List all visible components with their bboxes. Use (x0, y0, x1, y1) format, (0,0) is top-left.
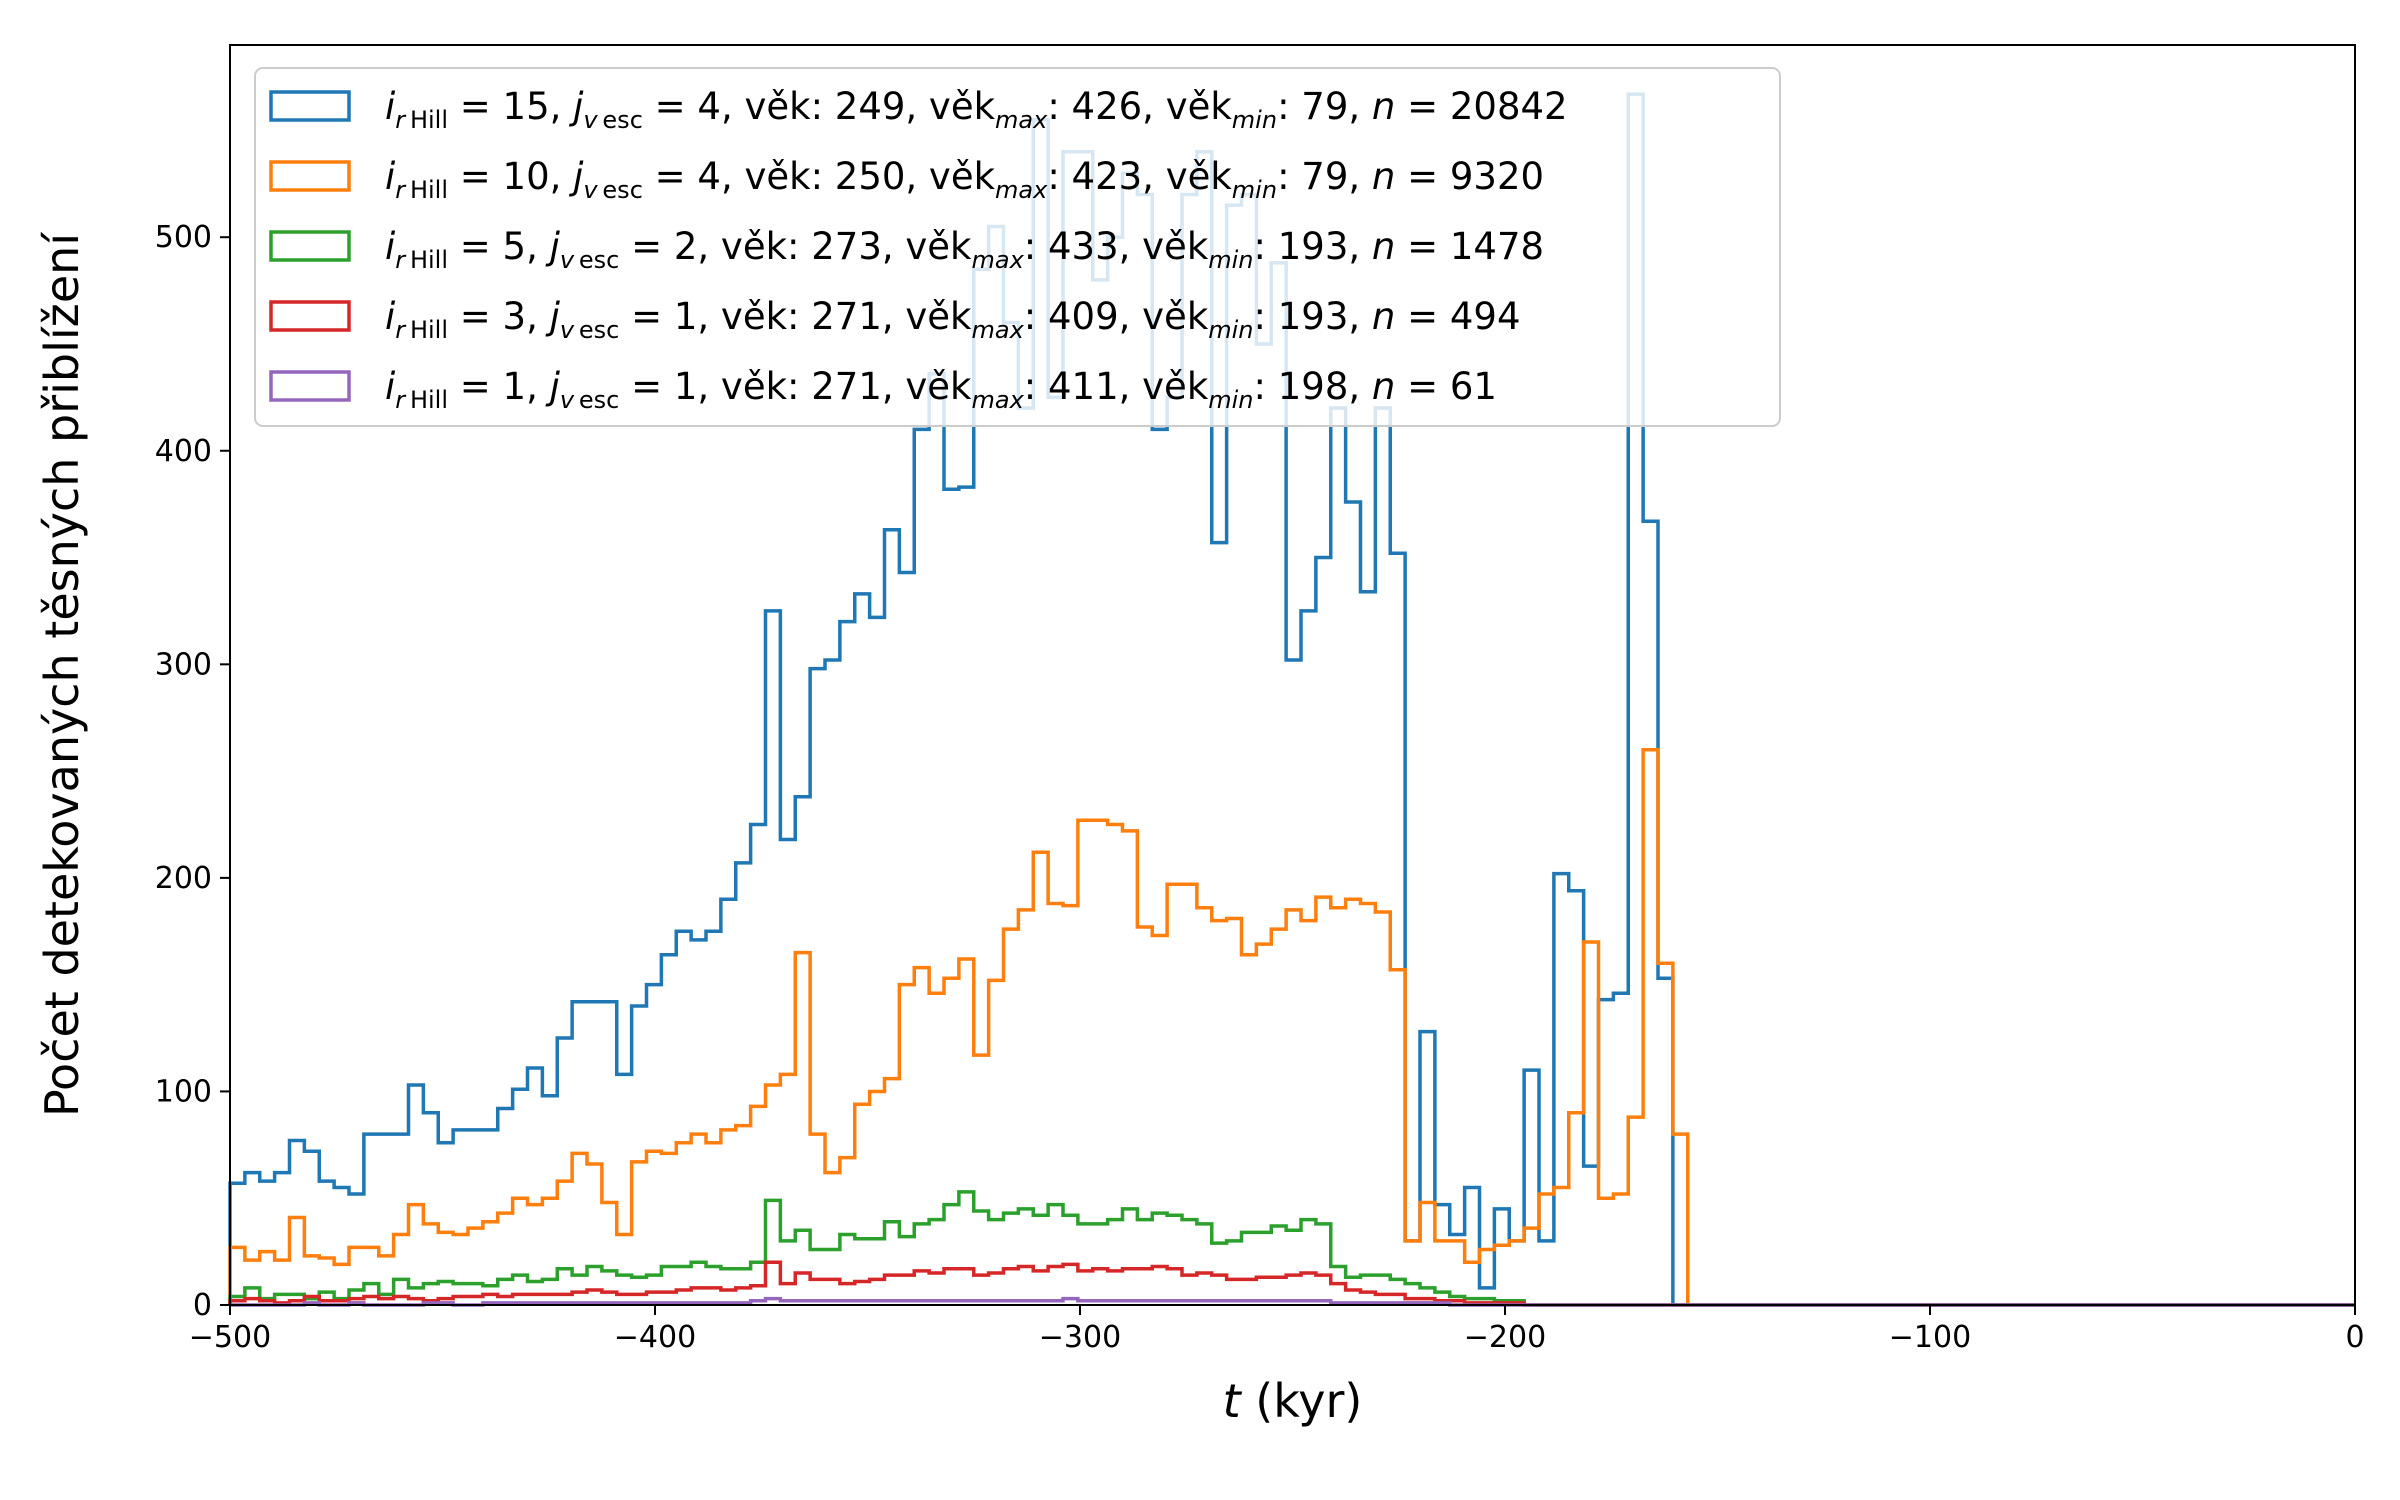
x-axis-label: t (kyr) (1223, 1374, 1363, 1428)
legend-swatch (269, 370, 351, 402)
legend-entry: ir Hill = 5, jv esc = 2, věk: 273, věkma… (385, 225, 1544, 274)
x-axis-variable: t (1223, 1374, 1243, 1428)
x-axis-ticks: −500 −400 −300 −200 −100 0 (189, 1305, 2365, 1355)
y-tick-label: 500 (155, 220, 212, 255)
series-2-outline (228, 1190, 2355, 1307)
legend: ir Hill = 15, jv esc = 4, věk: 249, věkm… (254, 67, 1781, 427)
x-axis-unit: (kyr) (1241, 1374, 1363, 1428)
x-tick-label: −300 (1039, 1320, 1121, 1355)
legend-swatch (269, 160, 351, 192)
y-tick-label: 100 (155, 1074, 212, 1109)
legend-swatch (269, 230, 351, 262)
legend-entry: ir Hill = 3, jv esc = 1, věk: 271, věkma… (385, 295, 1521, 344)
y-tick-label: 200 (155, 861, 212, 896)
y-tick-label: 0 (193, 1288, 212, 1323)
plot-frame (229, 44, 2356, 1306)
legend-entry: ir Hill = 1, jv esc = 1, věk: 271, věkma… (385, 365, 1497, 414)
y-tick-label: 400 (155, 434, 212, 469)
y-tick-label: 300 (155, 647, 212, 682)
series-3-outline (228, 1260, 2355, 1307)
legend-swatch (269, 300, 351, 332)
legend-entry: ir Hill = 10, jv esc = 4, věk: 250, věkm… (385, 155, 1544, 204)
legend-entry: ir Hill = 15, jv esc = 4, věk: 249, věkm… (385, 85, 1568, 134)
x-tick-label: −500 (189, 1320, 271, 1355)
x-tick-label: −400 (614, 1320, 696, 1355)
series-1-outline (228, 747, 2355, 1307)
legend-box (254, 67, 1781, 427)
legend-swatch (269, 90, 351, 122)
x-tick-label: −100 (1889, 1320, 1971, 1355)
y-axis-ticks: 0 100 200 300 400 500 (155, 220, 230, 1323)
x-tick-label: −200 (1464, 1320, 1546, 1355)
series-4-outline (230, 1296, 2355, 1307)
x-tick-label: 0 (2345, 1320, 2364, 1355)
y-axis-label: Počet detekovaných těsných přiblížení (35, 232, 89, 1117)
